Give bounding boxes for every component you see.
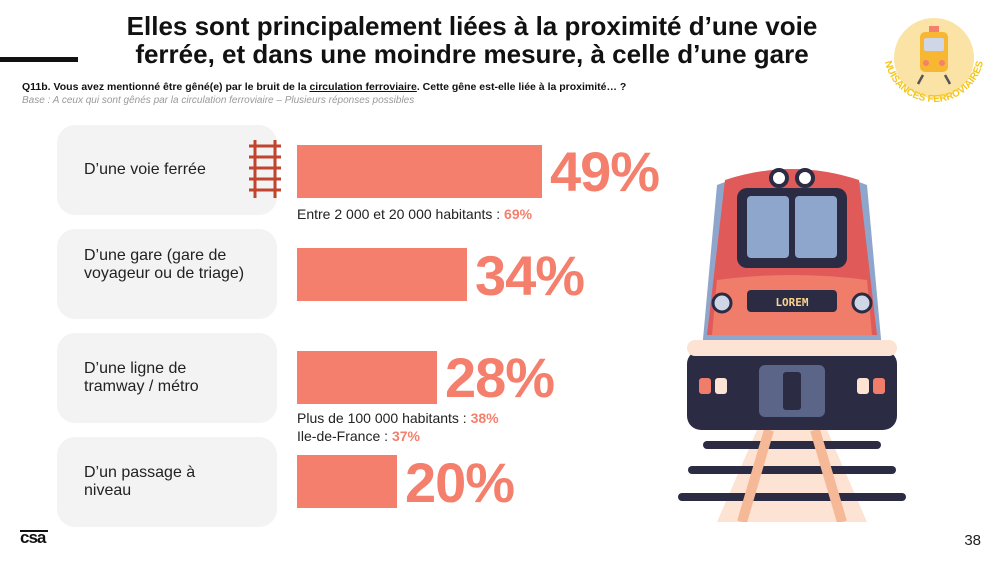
title-accent-line — [0, 57, 78, 62]
category-label: D’une voie ferrée — [84, 161, 206, 178]
category-card: D’une ligne de tramway / métro — [57, 333, 277, 423]
page-title: Elles sont principalement liées à la pro… — [126, 11, 818, 69]
csa-logo-underline — [20, 530, 48, 532]
category-card: D’une gare (gare de voyageur ou de triag… — [57, 229, 277, 319]
value-label: 49% — [550, 140, 660, 203]
railway-track-icon — [249, 140, 281, 198]
category-label: D’une ligne de tramway / métro — [84, 360, 199, 395]
value-label: 20% — [405, 451, 515, 514]
page-number: 38 — [964, 532, 981, 549]
train-illustration: LOREM — [678, 168, 906, 522]
train-sign: LOREM — [775, 296, 808, 309]
value-label: 34% — [475, 244, 585, 307]
csa-logo: csa — [20, 528, 46, 547]
base-text: Base : A ceux qui sont gênés par la circ… — [22, 95, 415, 106]
bar-passage-a-niveau — [297, 455, 397, 508]
category-label: D’un passage à niveau — [84, 464, 196, 499]
note-text: Entre 2 000 et 20 000 habitants : 69% — [297, 206, 533, 222]
bar-gare — [297, 248, 467, 301]
value-label: 28% — [445, 346, 555, 409]
category-card: D’une voie ferrée — [57, 125, 281, 215]
category-label: D’une gare (gare de voyageur ou de triag… — [84, 247, 245, 282]
note-text: Plus de 100 000 habitants : 38% — [297, 410, 499, 426]
category-card: D’un passage à niveau — [57, 437, 277, 527]
nuisances-ferroviaires-badge: NUISANCES FERROVIAIRES — [882, 18, 986, 105]
railway-tracks — [678, 428, 906, 522]
note-text: Ile-de-France : 37% — [297, 428, 420, 444]
question-text: Q11b. Vous avez mentionné être gêné(e) p… — [22, 81, 627, 93]
bar-voie-ferree — [297, 145, 542, 198]
train-icon — [916, 26, 952, 85]
bar-tramway-metro — [297, 351, 437, 404]
